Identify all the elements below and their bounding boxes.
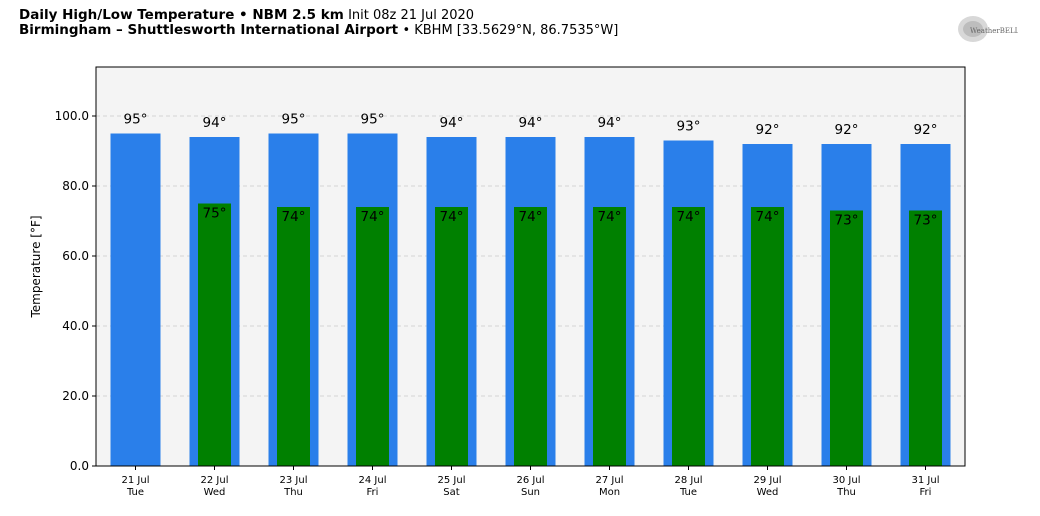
low-bar bbox=[909, 210, 942, 466]
low-bars: 75° 74° 74° 74° 74° 74° 74° 74° 73° 73° bbox=[198, 203, 942, 466]
x-tick-date: 27 Jul bbox=[596, 475, 624, 486]
high-value-label: 95° bbox=[282, 112, 306, 128]
x-tick-date: 31 Jul bbox=[912, 475, 940, 486]
high-value-label: 92° bbox=[835, 122, 859, 138]
station-info: • KBHM [33.5629°N, 86.7535°W] bbox=[402, 23, 619, 38]
x-tick-day: Wed bbox=[204, 487, 226, 498]
y-axis-label: Temperature [°F] bbox=[29, 215, 43, 318]
high-value-label: 94° bbox=[598, 115, 622, 131]
low-value-label: 74° bbox=[282, 209, 306, 225]
x-tick-date: 26 Jul bbox=[517, 475, 545, 486]
title-main: Daily High/Low Temperature • NBM 2.5 km bbox=[19, 7, 344, 23]
x-tick-day: Tue bbox=[126, 487, 144, 498]
low-value-label: 74° bbox=[361, 209, 385, 225]
high-value-label: 94° bbox=[519, 115, 543, 131]
chart-title: Daily High/Low Temperature • NBM 2.5 km … bbox=[19, 7, 619, 39]
high-value-label: 95° bbox=[124, 112, 148, 128]
low-bar bbox=[830, 210, 863, 466]
x-tick-day: Mon bbox=[599, 487, 620, 498]
high-value-label: 92° bbox=[756, 122, 780, 138]
low-value-label: 73° bbox=[914, 213, 938, 229]
x-tick-day: Sun bbox=[521, 487, 540, 498]
y-tick-label: 60.0 bbox=[62, 249, 89, 263]
low-value-label: 74° bbox=[677, 209, 701, 225]
x-tick-day: Wed bbox=[757, 487, 779, 498]
y-tick-label: 40.0 bbox=[62, 319, 89, 333]
init-time: Init 08z 21 Jul 2020 bbox=[348, 8, 475, 23]
y-axis: 0.0 20.0 40.0 60.0 80.0 100.0 bbox=[55, 109, 96, 473]
high-bar bbox=[110, 133, 161, 466]
low-bar bbox=[672, 207, 705, 466]
station-name: Birmingham – Shuttlesworth International… bbox=[19, 22, 399, 38]
low-bar bbox=[751, 207, 784, 466]
x-tick-date: 29 Jul bbox=[754, 475, 782, 486]
logo-text: WeatherBELL bbox=[970, 27, 1018, 35]
low-bar bbox=[435, 207, 468, 466]
x-tick-date: 21 Jul bbox=[122, 475, 150, 486]
plot-frame bbox=[95, 66, 966, 467]
high-value-label: 94° bbox=[440, 115, 464, 131]
low-value-label: 73° bbox=[835, 213, 859, 229]
high-value-label: 92° bbox=[914, 122, 938, 138]
low-bar bbox=[356, 207, 389, 466]
x-tick-date: 24 Jul bbox=[359, 475, 387, 486]
x-tick-day: Tue bbox=[679, 487, 697, 498]
low-bar bbox=[593, 207, 626, 466]
y-tick-label: 0.0 bbox=[70, 459, 89, 473]
weatherbell-logo: WeatherBELL bbox=[956, 12, 1020, 46]
low-bar bbox=[277, 207, 310, 466]
low-value-label: 74° bbox=[440, 209, 464, 225]
x-tick-date: 23 Jul bbox=[280, 475, 308, 486]
x-tick-date: 30 Jul bbox=[833, 475, 861, 486]
x-tick-day: Fri bbox=[367, 487, 379, 498]
low-value-label: 75° bbox=[203, 206, 227, 222]
low-value-label: 74° bbox=[756, 209, 780, 225]
x-tick-date: 22 Jul bbox=[201, 475, 229, 486]
y-tick-label: 20.0 bbox=[62, 389, 89, 403]
high-value-label: 94° bbox=[203, 115, 227, 131]
low-value-label: 74° bbox=[519, 209, 543, 225]
x-tick-date: 28 Jul bbox=[675, 475, 703, 486]
title-line-2: Birmingham – Shuttlesworth International… bbox=[19, 22, 619, 39]
x-tick-date: 25 Jul bbox=[438, 475, 466, 486]
x-tick-day: Fri bbox=[920, 487, 932, 498]
x-tick-day: Thu bbox=[283, 487, 303, 498]
low-value-label: 74° bbox=[598, 209, 622, 225]
y-tick-label: 100.0 bbox=[55, 109, 89, 123]
x-tick-day: Thu bbox=[836, 487, 856, 498]
low-bar bbox=[514, 207, 547, 466]
high-value-label: 95° bbox=[361, 112, 385, 128]
x-tick-day: Sat bbox=[443, 487, 459, 498]
y-tick-label: 80.0 bbox=[62, 179, 89, 193]
title-line-1: Daily High/Low Temperature • NBM 2.5 km … bbox=[19, 7, 618, 24]
high-value-label: 93° bbox=[677, 119, 701, 135]
low-bar bbox=[198, 203, 231, 466]
